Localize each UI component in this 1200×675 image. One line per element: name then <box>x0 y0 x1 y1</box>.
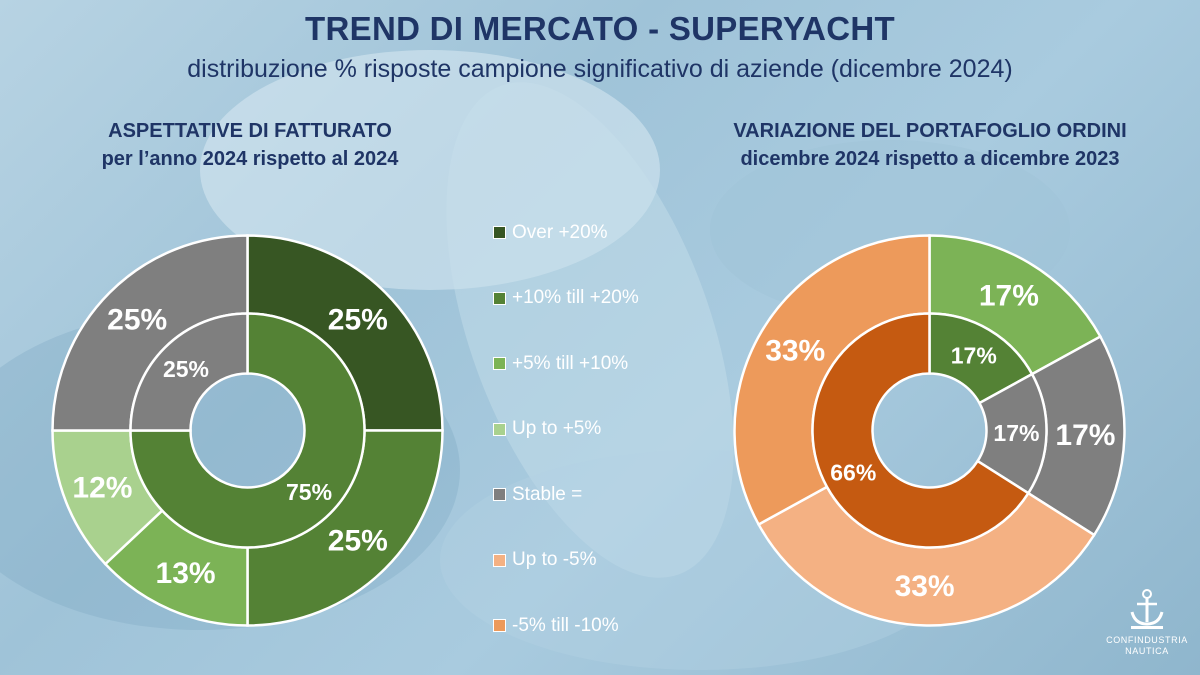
page-title: TREND DI MERCATO - SUPERYACHT <box>305 10 895 47</box>
legend-label: Over +20% <box>512 221 608 243</box>
inner-ring-data-label: 17% <box>951 343 997 369</box>
inner-ring-slice <box>129 312 249 432</box>
legend-label: Up to +5% <box>512 418 602 440</box>
outer-ring-data-label: 13% <box>156 557 216 590</box>
inner-ring-slice <box>129 312 366 549</box>
logo-text-line2: NAUTICA <box>1125 646 1169 656</box>
outer-ring-data-label: 33% <box>895 570 955 603</box>
legend-label: Stable = <box>512 483 583 505</box>
legend-item: Over +20% <box>493 200 639 266</box>
inner-ring-data-label: 17% <box>993 420 1039 446</box>
confindustria-logo: CONFINDUSTRIA NAUTICA <box>1102 588 1192 657</box>
right-chart-heading: VARIAZIONE DEL PORTAFOGLIO ORDINI dicemb… <box>700 117 1160 173</box>
legend-swatch <box>493 291 506 305</box>
legend-swatch <box>493 226 506 240</box>
anchor-icon <box>1130 589 1164 629</box>
legend-swatch <box>493 357 506 371</box>
legend-item: +5% till +10% <box>493 331 639 397</box>
left-chart-subtitle: per l’anno 2024 rispetto al 2024 <box>101 148 399 170</box>
legend-swatch <box>493 619 506 633</box>
outer-ring-data-label: 25% <box>328 524 388 557</box>
logo-text-line1: CONFINDUSTRIA <box>1106 635 1188 645</box>
chart-legend: Over +20% +10% till +20% +5% till +10% Up t… <box>493 200 639 659</box>
right-chart-subtitle: dicembre 2024 rispetto a dicembre 2023 <box>740 148 1120 170</box>
inner-ring-data-label: 66% <box>830 459 876 485</box>
legend-label: +10% till +20% <box>512 287 639 309</box>
left-chart-title: ASPETTATIVE DI FATTURATO <box>108 120 392 142</box>
portafoglio-donut-chart: 17% 17% 33% 33% 17% 17% 66% <box>733 234 1126 627</box>
legend-item: Stable = <box>493 462 639 528</box>
outer-ring-data-label: 33% <box>765 335 825 368</box>
inner-ring-data-label: 75% <box>286 479 332 505</box>
legend-item: Up to +5% <box>493 397 639 463</box>
page-subtitle: distribuzione % risposte campione signif… <box>187 55 1013 83</box>
outer-ring-data-label: 25% <box>107 304 167 337</box>
legend-swatch <box>493 553 506 567</box>
legend-swatch <box>493 488 506 502</box>
inner-ring-slice <box>811 312 1031 549</box>
legend-label: +5% till +10% <box>512 352 629 374</box>
outer-ring-data-label: 17% <box>1055 419 1115 452</box>
outer-ring-data-label: 12% <box>72 471 132 504</box>
legend-swatch <box>493 422 506 436</box>
legend-item: -5% till -10% <box>493 593 639 659</box>
legend-label: -5% till -10% <box>512 614 619 636</box>
right-chart-title: VARIAZIONE DEL PORTAFOGLIO ORDINI <box>733 120 1127 142</box>
outer-ring-data-label: 17% <box>979 280 1039 313</box>
legend-item: Up to -5% <box>493 528 639 594</box>
legend-label: Up to -5% <box>512 549 597 571</box>
inner-ring-data-label: 25% <box>163 356 209 382</box>
left-chart-heading: ASPETTATIVE DI FATTURATO per l’anno 2024… <box>40 117 460 173</box>
legend-item: +10% till +20% <box>493 266 639 332</box>
fatturato-donut-chart: 25% 25% 13% 12% 25% 75% 25% <box>51 234 444 627</box>
outer-ring-data-label: 25% <box>328 304 388 337</box>
